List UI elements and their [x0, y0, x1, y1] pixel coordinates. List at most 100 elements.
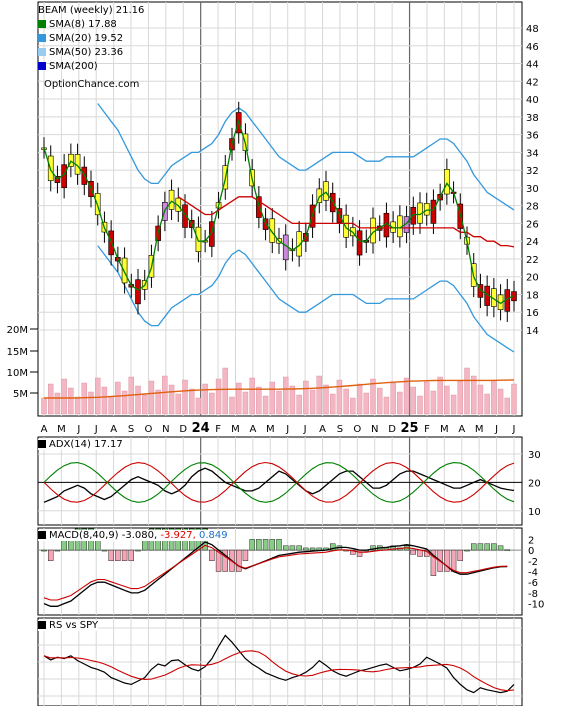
volume-bar: [202, 383, 208, 415]
macd-histogram-bar: [48, 549, 54, 561]
macd-y-tick: 2: [528, 535, 534, 546]
macd-y-tick: -8: [528, 589, 538, 600]
price-y-tick: 38: [526, 113, 539, 124]
volume-bar: [350, 397, 356, 415]
candle-body: [430, 199, 437, 224]
sma8-line: [43, 119, 515, 305]
macd-histogram-bar: [236, 549, 242, 572]
volume-bar: [242, 391, 249, 415]
candle-body: [343, 214, 349, 238]
x-tick-label: J: [303, 424, 307, 435]
volume-bar: [444, 385, 450, 415]
volume-bar: [61, 378, 67, 415]
macd-histogram-bar: [262, 539, 269, 551]
macd-histogram-bar: [450, 549, 457, 572]
adx-y-tick: 20: [528, 478, 541, 489]
macd-histogram-bar: [256, 539, 262, 551]
volume-bar: [316, 375, 322, 415]
volume-bar: [303, 380, 309, 415]
rs-label-text: RS vs SPY: [49, 620, 99, 631]
x-tick-label: A: [41, 424, 48, 435]
x-tick-label: 25: [401, 421, 419, 436]
macd-label: MACD(8,40,9) -3.080, -3.927, 0.849: [38, 530, 228, 541]
volume-bar: [417, 395, 423, 415]
macd-histogram-bar: [276, 539, 282, 551]
macd-histogram-bar: [484, 543, 490, 551]
volume-average-line: [44, 379, 515, 399]
volume-bar: [343, 388, 349, 415]
x-tick-label: O: [145, 424, 153, 435]
adx-panel-frame: [37, 436, 523, 526]
candle-body: [356, 230, 363, 256]
legend-swatch-sma20: [38, 34, 46, 42]
volume-bar: [189, 388, 195, 415]
x-tick-label: S: [337, 424, 343, 435]
macd-y-tick: -4: [528, 568, 538, 579]
macd-histogram-bar: [296, 545, 302, 551]
volume-bar: [81, 382, 87, 415]
candle-body: [323, 181, 329, 201]
x-tick-label: M: [475, 424, 484, 435]
macd-y-tick: -10: [528, 600, 544, 611]
macd-histogram-bar: [242, 549, 249, 561]
legend-sma50-label: SMA(50) 23.36: [49, 47, 124, 58]
x-tick-label: M: [440, 424, 449, 435]
candle-body: [135, 279, 141, 305]
macd-histogram-bar: [303, 547, 309, 551]
volume-bar: [54, 392, 61, 415]
volume-bar: [121, 390, 128, 415]
x-tick-label: A: [249, 424, 256, 435]
volume-tick-label: 5M: [13, 389, 28, 400]
candle-body: [121, 257, 128, 284]
x-tick-label: A: [110, 424, 117, 435]
macd-histogram-bar: [497, 545, 504, 551]
macd-histogram-bar: [477, 543, 484, 551]
volume-bar: [95, 377, 101, 415]
legend-swatch-sma200: [38, 62, 46, 70]
macd-histogram-bar: [350, 549, 356, 555]
x-tick-label: N: [162, 424, 169, 435]
volume-bar: [450, 394, 457, 415]
price-y-tick: 46: [526, 42, 539, 53]
price-y-tick: 34: [526, 148, 539, 159]
x-tick-label: N: [371, 424, 378, 435]
x-tick-label: F: [424, 424, 430, 435]
x-tick-label: J: [94, 424, 98, 435]
candle-body: [410, 206, 417, 225]
volume-bar: [256, 386, 262, 415]
candle-body: [269, 218, 276, 243]
volume-bar: [283, 376, 289, 415]
volume-bar: [182, 379, 188, 415]
macd-swatch: [38, 531, 46, 539]
volume-bar: [289, 385, 296, 415]
volume-bar: [195, 397, 202, 415]
volume-bar: [68, 387, 74, 415]
volume-bar: [229, 396, 235, 415]
ticker-title: BEAM (weekly) 21.16: [38, 5, 145, 16]
rs-label: RS vs SPY: [38, 620, 99, 631]
price-y-tick: 44: [526, 60, 539, 71]
adx-y-tick: 30: [528, 450, 541, 461]
volume-bar: [148, 380, 155, 415]
volume-bar: [74, 396, 81, 415]
macd-histogram-bar: [504, 549, 510, 551]
macd-label-text: MACD(8,40,9) -3.080,: [49, 530, 158, 541]
adx-line: [43, 467, 515, 503]
volume-tick-label: 20M: [7, 325, 28, 336]
volume-bar: [215, 378, 222, 415]
price-y-tick: 32: [526, 166, 539, 177]
legend-swatch-sma50: [38, 48, 46, 56]
candle-body: [195, 226, 202, 252]
volume-bar: [410, 386, 416, 415]
volume-bar: [464, 367, 470, 415]
candle-body: [68, 153, 74, 167]
volume-tick-label: 15M: [7, 347, 28, 358]
macd-histogram-bar: [444, 549, 450, 572]
candle-body: [296, 231, 302, 257]
price-y-tick: 26: [526, 219, 539, 230]
macd-histogram-bar: [316, 547, 322, 551]
volume-bar: [477, 384, 484, 415]
price-y-tick: 22: [526, 255, 539, 266]
volume-bar: [390, 382, 396, 415]
